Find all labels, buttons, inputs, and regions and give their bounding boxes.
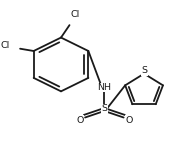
Text: Cl: Cl (71, 10, 80, 19)
Text: NH: NH (97, 83, 111, 92)
Text: O: O (76, 116, 84, 125)
Text: Cl: Cl (0, 41, 9, 50)
Text: O: O (125, 116, 133, 125)
Text: S: S (101, 104, 107, 113)
Text: S: S (141, 66, 147, 75)
